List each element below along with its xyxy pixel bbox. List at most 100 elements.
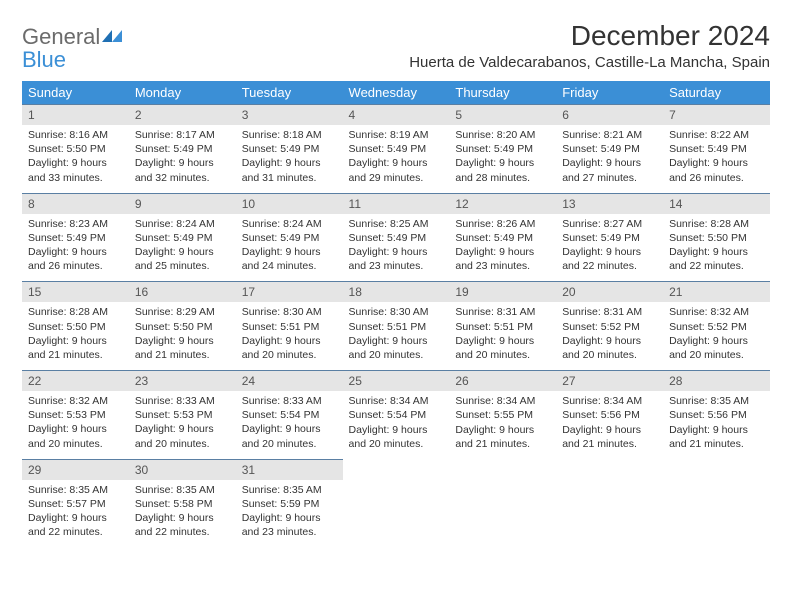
day-number-cell: 30 bbox=[129, 459, 236, 480]
day-body-cell: Sunrise: 8:31 AMSunset: 5:51 PMDaylight:… bbox=[449, 302, 556, 370]
day-number-cell: 19 bbox=[449, 282, 556, 303]
daylight-text: Daylight: 9 hours and 20 minutes. bbox=[669, 335, 748, 361]
sunrise-text: Sunrise: 8:32 AM bbox=[669, 306, 749, 318]
day-number-cell: 28 bbox=[663, 371, 770, 392]
sunset-text: Sunset: 5:56 PM bbox=[562, 409, 640, 421]
sunset-text: Sunset: 5:53 PM bbox=[28, 409, 106, 421]
daylight-text: Daylight: 9 hours and 22 minutes. bbox=[562, 246, 641, 272]
daylight-text: Daylight: 9 hours and 21 minutes. bbox=[455, 424, 534, 450]
sunset-text: Sunset: 5:52 PM bbox=[669, 321, 747, 333]
sunset-text: Sunset: 5:49 PM bbox=[135, 232, 213, 244]
header: General Blue December 2024 Huerta de Val… bbox=[22, 20, 770, 77]
logo: General Blue bbox=[22, 20, 124, 72]
day-number-cell: 9 bbox=[129, 193, 236, 214]
daylight-text: Daylight: 9 hours and 21 minutes. bbox=[562, 424, 641, 450]
sunrise-text: Sunrise: 8:33 AM bbox=[135, 395, 215, 407]
day-body-cell: Sunrise: 8:31 AMSunset: 5:52 PMDaylight:… bbox=[556, 302, 663, 370]
daylight-text: Daylight: 9 hours and 27 minutes. bbox=[562, 157, 641, 183]
sunset-text: Sunset: 5:49 PM bbox=[135, 143, 213, 155]
daylight-text: Daylight: 9 hours and 24 minutes. bbox=[242, 246, 321, 272]
day-body-cell: Sunrise: 8:23 AMSunset: 5:49 PMDaylight:… bbox=[22, 214, 129, 282]
sunrise-text: Sunrise: 8:28 AM bbox=[669, 218, 749, 230]
day-body-cell: Sunrise: 8:34 AMSunset: 5:55 PMDaylight:… bbox=[449, 391, 556, 459]
daylight-text: Daylight: 9 hours and 22 minutes. bbox=[669, 246, 748, 272]
day-body-cell: Sunrise: 8:35 AM Sunset: 5:58 PM Daylight:… bbox=[129, 480, 236, 548]
sunrise-text: Sunrise: 8:35 AM bbox=[28, 484, 108, 496]
sunrise-text: Sunrise: 8:31 AM bbox=[455, 306, 535, 318]
logo-general: General bbox=[22, 24, 100, 49]
daylight-text: Daylight: 9 hours and 20 minutes. bbox=[455, 335, 534, 361]
sunrise-text: Sunrise: 8:30 AM bbox=[242, 306, 322, 318]
day-number-cell: 17 bbox=[236, 282, 343, 303]
daylight-text: Daylight: 9 hours and 25 minutes. bbox=[135, 246, 214, 272]
day-body-cell: Sunrise: 8:24 AMSunset: 5:49 PMDaylight:… bbox=[129, 214, 236, 282]
day-body-cell: Sunrise: 8:32 AMSunset: 5:53 PMDaylight:… bbox=[22, 391, 129, 459]
day-body-row: Sunrise: 8:23 AMSunset: 5:49 PMDaylight:… bbox=[22, 214, 770, 282]
day-number-cell bbox=[343, 459, 450, 480]
day-body-cell: Sunrise: 8:25 AMSunset: 5:49 PMDaylight:… bbox=[343, 214, 450, 282]
day-body-cell: Sunrise: 8:27 AMSunset: 5:49 PMDaylight:… bbox=[556, 214, 663, 282]
sunrise-text: Sunrise: 8:31 AM bbox=[562, 306, 642, 318]
day-body-cell bbox=[449, 480, 556, 548]
day-body-cell: Sunrise: 8:18 AMSunset: 5:49 PMDaylight:… bbox=[236, 125, 343, 193]
sunset-text: Sunset: 5:59 PM bbox=[242, 498, 320, 510]
day-number-cell: 27 bbox=[556, 371, 663, 392]
day-body-cell: Sunrise: 8:34 AM Sunset: 5:56 PM Daylight:… bbox=[556, 391, 663, 459]
day-number-cell: 14 bbox=[663, 193, 770, 214]
day-header-row: Sunday Monday Tuesday Wednesday Thursday… bbox=[22, 81, 770, 105]
sunset-text: Sunset: 5:50 PM bbox=[669, 232, 747, 244]
day-number-cell: 15 bbox=[22, 282, 129, 303]
sunrise-text: Sunrise: 8:26 AM bbox=[455, 218, 535, 230]
day-body-row: Sunrise: 8:16 AMSunset: 5:50 PMDaylight:… bbox=[22, 125, 770, 193]
day-body-cell: Sunrise: 8:28 AM Sunset: 5:50 PM Daylight:… bbox=[663, 214, 770, 282]
day-body-cell: Sunrise: 8:35 AMSunset: 5:57 PMDaylight:… bbox=[22, 480, 129, 548]
day-number-row: 22232425262728 bbox=[22, 371, 770, 392]
day-header: Friday bbox=[556, 81, 663, 105]
day-number-cell: 18 bbox=[343, 282, 450, 303]
day-body-cell: Sunrise: 8:20 AMSunset: 5:49 PMDaylight:… bbox=[449, 125, 556, 193]
sunrise-text: Sunrise: 8:19 AM bbox=[349, 129, 429, 141]
sunset-text: Sunset: 5:51 PM bbox=[242, 321, 320, 333]
day-number-cell: 16 bbox=[129, 282, 236, 303]
daylight-text: Daylight: 9 hours and 26 minutes. bbox=[669, 157, 748, 183]
sunrise-text: Sunrise: 8:35 AM bbox=[135, 484, 215, 496]
day-body-cell: Sunrise: 8:33 AMSunset: 5:54 PMDaylight:… bbox=[236, 391, 343, 459]
sunset-text: Sunset: 5:58 PM bbox=[135, 498, 213, 510]
location-text: Huerta de Valdecarabanos, Castille-La Ma… bbox=[409, 54, 770, 71]
sunset-text: Sunset: 5:52 PM bbox=[562, 321, 640, 333]
sunrise-text: Sunrise: 8:30 AM bbox=[349, 306, 429, 318]
sunrise-text: Sunrise: 8:35 AM bbox=[669, 395, 749, 407]
day-number-cell: 5 bbox=[449, 105, 556, 126]
sunset-text: Sunset: 5:49 PM bbox=[455, 143, 533, 155]
sunrise-text: Sunrise: 8:22 AM bbox=[669, 129, 749, 141]
sunrise-text: Sunrise: 8:34 AM bbox=[562, 395, 642, 407]
day-number-cell: 24 bbox=[236, 371, 343, 392]
day-number-cell bbox=[663, 459, 770, 480]
daylight-text: Daylight: 9 hours and 21 minutes. bbox=[135, 335, 214, 361]
sunrise-text: Sunrise: 8:32 AM bbox=[28, 395, 108, 407]
daylight-text: Daylight: 9 hours and 23 minutes. bbox=[349, 246, 428, 272]
day-number-row: 15161718192021 bbox=[22, 282, 770, 303]
day-number-cell: 7 bbox=[663, 105, 770, 126]
daylight-text: Daylight: 9 hours and 29 minutes. bbox=[349, 157, 428, 183]
sunset-text: Sunset: 5:51 PM bbox=[349, 321, 427, 333]
sunrise-text: Sunrise: 8:29 AM bbox=[135, 306, 215, 318]
day-number-cell: 13 bbox=[556, 193, 663, 214]
day-body-cell: Sunrise: 8:30 AMSunset: 5:51 PMDaylight:… bbox=[236, 302, 343, 370]
sunrise-text: Sunrise: 8:35 AM bbox=[242, 484, 322, 496]
sunset-text: Sunset: 5:53 PM bbox=[135, 409, 213, 421]
day-header: Saturday bbox=[663, 81, 770, 105]
logo-blue: Blue bbox=[22, 47, 66, 72]
sunrise-text: Sunrise: 8:20 AM bbox=[455, 129, 535, 141]
daylight-text: Daylight: 9 hours and 22 minutes. bbox=[135, 512, 214, 538]
sunset-text: Sunset: 5:49 PM bbox=[562, 143, 640, 155]
calendar-table: Sunday Monday Tuesday Wednesday Thursday… bbox=[22, 81, 770, 547]
day-number-cell: 12 bbox=[449, 193, 556, 214]
day-number-cell: 26 bbox=[449, 371, 556, 392]
day-number-cell: 11 bbox=[343, 193, 450, 214]
day-number-row: 1234567 bbox=[22, 105, 770, 126]
day-header: Sunday bbox=[22, 81, 129, 105]
month-title: December 2024 bbox=[409, 20, 770, 52]
sunrise-text: Sunrise: 8:18 AM bbox=[242, 129, 322, 141]
sunset-text: Sunset: 5:54 PM bbox=[349, 409, 427, 421]
